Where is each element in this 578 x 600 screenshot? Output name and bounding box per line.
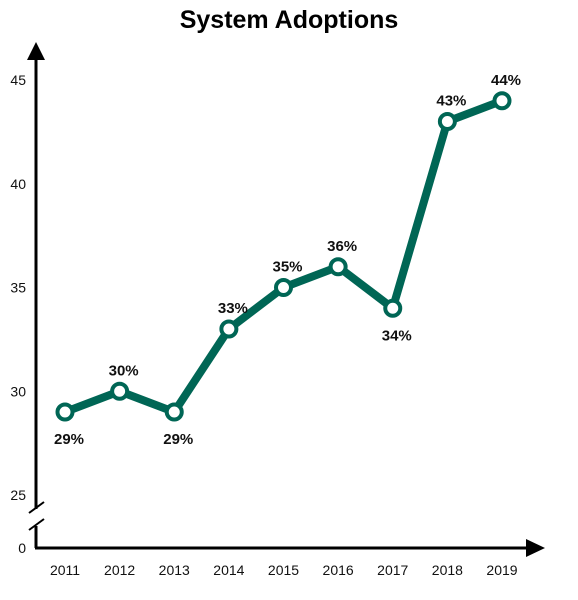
- x-tick-label: 2018: [432, 562, 463, 578]
- y-tick-label-origin: 0: [18, 540, 26, 556]
- y-tick-label: 40: [10, 176, 26, 192]
- data-point: [492, 91, 512, 111]
- data-point: [110, 381, 130, 401]
- y-axis-arrow: [27, 42, 45, 60]
- y-axis-break-mark-bottom: [28, 518, 45, 531]
- data-point: [383, 298, 403, 318]
- x-tick-label: 2014: [213, 562, 244, 578]
- y-tick-labels: 25 30 35 40 45 0: [10, 72, 26, 556]
- chart-title: System Adoptions: [179, 6, 399, 34]
- data-point: [164, 402, 184, 422]
- x-tick-label: 2012: [104, 562, 135, 578]
- y-tick-label: 45: [10, 72, 26, 88]
- series: [55, 91, 512, 422]
- data-label: 33%: [218, 300, 248, 317]
- x-tick-label: 2015: [268, 562, 299, 578]
- x-tick-labels: 2011 2012 2013 2014 2015 2016 2017 2018 2019: [50, 562, 518, 578]
- x-tick-label: 2013: [159, 562, 190, 578]
- data-point: [437, 112, 457, 131]
- data-label: 29%: [163, 431, 193, 448]
- data-point: [274, 278, 293, 297]
- x-axis-arrow: [526, 539, 545, 557]
- axes: [27, 42, 545, 557]
- data-label: 30%: [109, 362, 139, 379]
- data-label: 35%: [272, 259, 302, 276]
- data-label: 34%: [382, 327, 412, 344]
- x-tick-label: 2019: [486, 562, 517, 578]
- data-label: 29%: [54, 431, 84, 448]
- y-tick-label: 30: [10, 383, 26, 399]
- data-label: 44%: [491, 72, 521, 89]
- x-tick-label: 2016: [323, 562, 354, 578]
- data-labels: 29% 30% 29% 33% 35% 36% 34% 43% 44%: [54, 72, 521, 448]
- data-label: 36%: [327, 238, 357, 255]
- y-tick-label: 35: [10, 280, 26, 296]
- y-axis-break-mark-top: [28, 501, 45, 514]
- y-tick-label: 25: [10, 487, 26, 503]
- x-tick-label: 2017: [377, 562, 408, 578]
- data-point: [219, 319, 239, 339]
- x-tick-label: 2011: [50, 562, 80, 578]
- data-point: [55, 402, 75, 422]
- data-point: [328, 257, 348, 277]
- data-label: 43%: [436, 93, 466, 110]
